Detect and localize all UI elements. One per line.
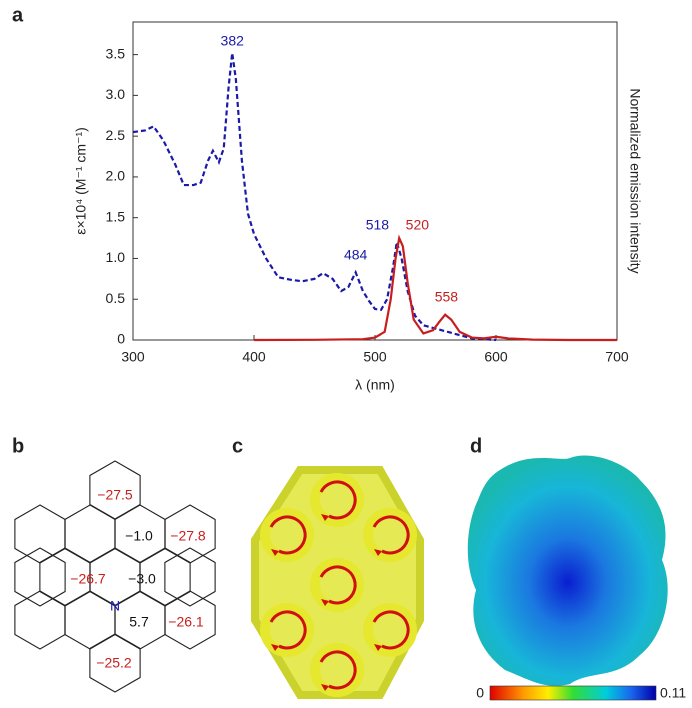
panel-label: c xyxy=(232,435,243,457)
nics-value: −1.0 xyxy=(125,528,153,544)
y2-axis-label: Normalized emission intensity xyxy=(627,88,643,273)
y-tick-label: 3.5 xyxy=(106,45,126,61)
peak-label: 484 xyxy=(344,247,368,263)
nics-value: −25.2 xyxy=(96,655,132,671)
y-tick-label: 2.5 xyxy=(106,127,126,143)
y-axis-label: ε×10⁴ (M⁻¹ cm⁻¹) xyxy=(73,127,89,235)
ring xyxy=(15,505,65,563)
x-tick-label: 600 xyxy=(484,349,508,365)
atom-label: N xyxy=(110,598,120,614)
nics-diagram: −27.5 −1.0 −27.8 −26.7 −3.0 5.7 −26.1 −25.2 N xyxy=(15,461,215,692)
ring xyxy=(15,591,65,649)
plot-frame xyxy=(133,22,617,340)
colorbar-label: 0.11 xyxy=(660,685,686,701)
x-tick-label: 500 xyxy=(363,349,387,365)
colorbar xyxy=(490,686,656,700)
y-tick-label: 0 xyxy=(117,331,125,347)
nics-value: 5.7 xyxy=(129,614,149,630)
y-tick-label: 1.5 xyxy=(106,208,126,224)
colorbar-label: 0 xyxy=(476,685,484,701)
x-tick-label: 400 xyxy=(242,349,266,365)
peak-label: 520 xyxy=(406,217,430,233)
panel-label: a xyxy=(12,4,24,26)
esp-surface xyxy=(468,455,668,685)
figure: a b c d λ (nm) ε×10⁴ (M⁻¹ cm⁻¹) Normaliz… xyxy=(0,0,692,708)
y-tick-label: 1.0 xyxy=(106,249,126,265)
x-tick-label: 700 xyxy=(605,349,629,365)
current-density-map xyxy=(255,470,420,695)
nics-value: −26.1 xyxy=(168,614,204,630)
nics-value: −3.0 xyxy=(128,571,156,587)
nics-value: −27.8 xyxy=(170,528,206,544)
peak-label: 518 xyxy=(366,217,390,233)
peak-label: 382 xyxy=(221,32,245,48)
panel-label: b xyxy=(12,435,24,457)
y-tick-label: 0.5 xyxy=(106,290,126,306)
x-axis-label: λ (nm) xyxy=(355,377,395,393)
y-tick-label: 2.0 xyxy=(106,168,126,184)
panel-label: d xyxy=(470,435,482,457)
ring xyxy=(65,505,115,563)
nics-value: −26.7 xyxy=(70,571,106,587)
y-tick-label: 3.0 xyxy=(106,86,126,102)
peak-label: 558 xyxy=(435,288,459,304)
ring xyxy=(65,591,115,649)
x-tick-label: 300 xyxy=(121,349,145,365)
nics-value: −27.5 xyxy=(97,487,133,503)
